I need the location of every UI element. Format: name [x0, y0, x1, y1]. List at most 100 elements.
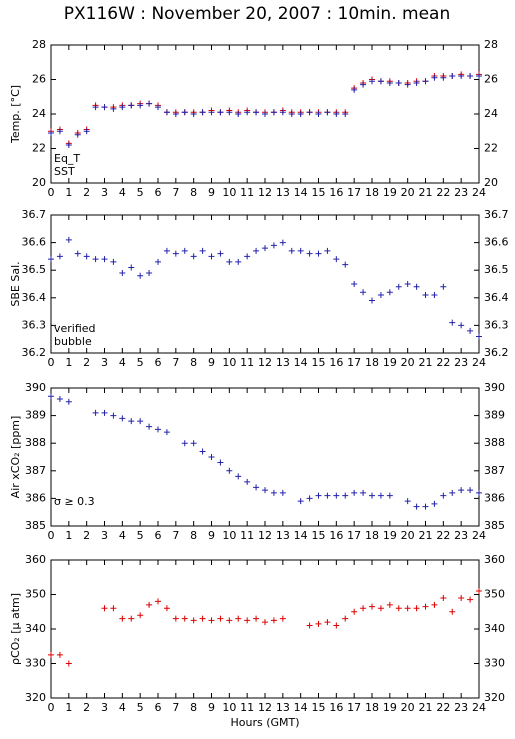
data-point: [351, 608, 358, 615]
data-point: [395, 605, 402, 612]
y-tick-label: 26: [484, 73, 498, 86]
data-point: [351, 281, 358, 287]
x-tick-label: 17: [347, 186, 361, 199]
y-tick-label: 36.2: [22, 346, 47, 359]
x-tick-label: 22: [436, 529, 450, 542]
x-tick-label: 19: [383, 701, 397, 714]
data-point: [431, 601, 438, 608]
data-point: [449, 608, 456, 615]
y-tick-label: 36.3: [22, 318, 47, 331]
x-tick-label: 21: [419, 701, 433, 714]
x-tick-label: 12: [258, 529, 272, 542]
x-tick-label: 23: [454, 356, 468, 369]
data-point: [458, 73, 465, 80]
data-point: [146, 423, 153, 430]
data-point: [369, 603, 375, 610]
plot-frame: [50, 214, 480, 354]
data-point: [137, 102, 144, 109]
data-point: [413, 605, 420, 612]
data-point: [101, 409, 108, 416]
x-tick-label: 3: [101, 701, 108, 714]
x-tick-label: 14: [294, 529, 308, 542]
x-tick-label: 8: [190, 701, 197, 714]
y-tick-label: 20: [32, 176, 46, 189]
data-point: [404, 81, 411, 88]
x-tick-label: 19: [383, 186, 397, 199]
x-tick-label: 19: [383, 356, 397, 369]
y-tick-label: 390: [484, 381, 505, 394]
x-tick-label: 3: [101, 186, 108, 199]
data-point: [449, 489, 456, 496]
y-tick-label: 22: [32, 142, 46, 155]
data-point: [395, 79, 402, 86]
data-point: [253, 484, 260, 491]
data-point: [449, 319, 456, 326]
y-tick-label: 330: [484, 657, 505, 670]
data-point: [306, 622, 313, 629]
x-tick-label: 1: [65, 186, 72, 199]
x-tick-label: 23: [454, 529, 468, 542]
x-tick-label: 11: [240, 529, 254, 542]
data-point: [155, 258, 161, 265]
x-tick-label: 3: [101, 356, 108, 369]
y-tick-label: 28: [32, 38, 46, 51]
data-point: [190, 253, 197, 260]
x-tick-label: 5: [137, 701, 144, 714]
y-tick-label: 36.5: [484, 263, 509, 276]
data-point: [101, 256, 108, 263]
y-tick-label: 24: [32, 107, 46, 120]
data-point: [413, 503, 420, 510]
y-tick-label: 350: [25, 588, 46, 601]
data-point: [137, 612, 144, 619]
x-tick-label: 15: [312, 186, 326, 199]
data-point: [155, 104, 161, 111]
x-tick-label: 5: [137, 356, 144, 369]
x-tick-label: 16: [329, 186, 343, 199]
y-tick-label: 360: [25, 553, 46, 566]
data-point: [110, 105, 117, 112]
x-tick-label: 7: [172, 356, 179, 369]
data-point: [324, 492, 331, 499]
data-point: [386, 289, 393, 296]
data-point: [119, 415, 126, 422]
data-point: [476, 489, 482, 496]
data-point: [360, 81, 367, 88]
data-point: [262, 245, 268, 252]
data-point: [270, 242, 277, 249]
plot-frame: [50, 387, 480, 527]
data-point: [92, 104, 99, 111]
data-point: [92, 256, 99, 263]
x-tick-label: 5: [137, 186, 144, 199]
x-tick-label: 2: [83, 186, 90, 199]
data-point: [208, 253, 215, 260]
data-point: [404, 605, 411, 612]
data-point: [253, 615, 260, 622]
data-point: [315, 111, 322, 117]
data-point: [217, 459, 224, 466]
x-tick-label: 16: [329, 529, 343, 542]
y-tick-label: 320: [484, 691, 505, 704]
x-tick-label: 0: [48, 356, 55, 369]
data-point: [217, 109, 224, 116]
data-point: [270, 109, 277, 116]
y-tick-label: 36.4: [484, 291, 509, 304]
y-tick-label: 24: [484, 107, 498, 120]
legend-label: bubble: [54, 335, 92, 348]
data-point: [333, 111, 340, 117]
data-point: [467, 487, 474, 494]
x-tick-label: 9: [208, 356, 215, 369]
x-tick-label: 12: [258, 356, 272, 369]
legend-label: SST: [54, 165, 75, 178]
x-tick-label: 11: [240, 356, 254, 369]
data-point: [217, 615, 224, 622]
data-point: [342, 111, 349, 117]
data-point: [226, 109, 233, 116]
x-tick-label: 10: [222, 186, 236, 199]
data-point: [315, 250, 322, 257]
data-point: [253, 247, 260, 254]
y-tick-label: 360: [484, 553, 505, 566]
data-point: [306, 495, 313, 502]
data-point: [181, 615, 188, 622]
x-tick-label: 16: [329, 356, 343, 369]
data-point: [235, 615, 242, 622]
